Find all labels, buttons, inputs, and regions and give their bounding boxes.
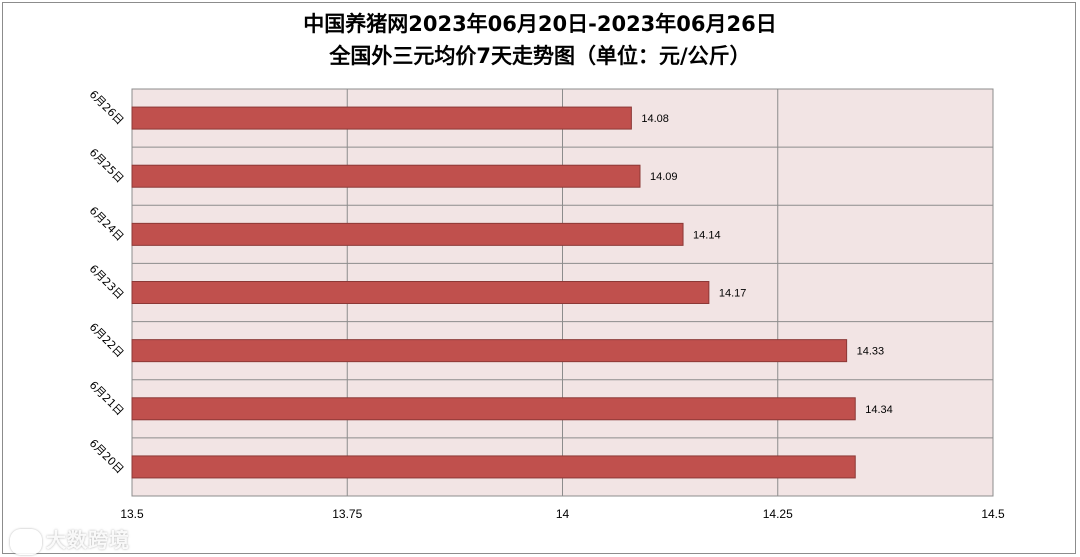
x-tick-label: 13.5	[120, 507, 144, 521]
watermark-text: 大数跨境	[46, 528, 130, 552]
y-category-label: 6月20日	[87, 437, 127, 477]
data-label: 14.17	[719, 288, 747, 300]
data-label: 14.08	[641, 113, 669, 125]
data-label: 14.14	[693, 229, 721, 241]
bar	[131, 106, 632, 130]
watermark: 大数跨境	[10, 524, 130, 555]
bar	[131, 222, 684, 246]
y-category-label: 6月22日	[87, 320, 127, 360]
data-label: 14.33	[857, 346, 885, 358]
chart-title: 中国养猪网2023年06月20日-2023年06月26日	[303, 12, 777, 36]
bar	[131, 339, 848, 363]
bar	[131, 455, 856, 479]
bar	[131, 281, 710, 304]
y-category-label: 6月26日	[87, 88, 127, 128]
x-tick-label: 14.25	[763, 507, 793, 521]
x-tick-label: 14	[556, 507, 570, 521]
bar	[131, 164, 641, 188]
y-category-label: 6月23日	[87, 262, 127, 302]
y-category-label: 6月25日	[87, 146, 127, 186]
x-tick-label: 14.5	[981, 507, 1005, 521]
x-tick-label: 13.75	[332, 507, 362, 521]
data-label: 14.09	[650, 171, 678, 183]
bar	[131, 397, 856, 421]
chart-subtitle: 全国外三元均价7天走势图（单位：元/公斤）	[329, 44, 751, 68]
y-category-label: 6月24日	[87, 204, 127, 244]
y-category-label: 6月21日	[87, 379, 127, 419]
watermark-logo-icon	[10, 528, 42, 555]
data-label: 14.34	[865, 404, 893, 416]
